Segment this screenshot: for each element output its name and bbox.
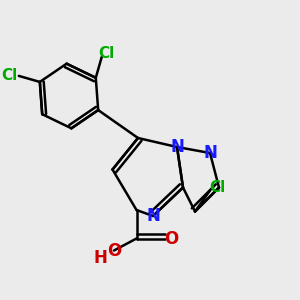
Text: Cl: Cl: [2, 68, 18, 83]
Text: Cl: Cl: [98, 46, 114, 61]
Text: H: H: [94, 249, 107, 267]
Text: N: N: [170, 138, 184, 156]
Text: O: O: [107, 242, 121, 260]
Text: N: N: [203, 144, 217, 162]
Text: N: N: [146, 207, 160, 225]
Text: Cl: Cl: [209, 180, 226, 195]
Text: O: O: [164, 230, 178, 247]
